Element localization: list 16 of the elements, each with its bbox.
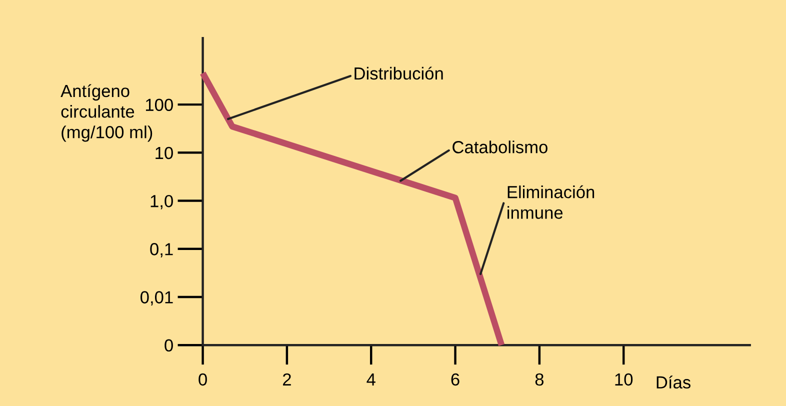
x-tick-label: 10 [615, 373, 633, 386]
y-tick-label: 0,01 [140, 291, 173, 306]
x-tick-label: 2 [282, 373, 291, 386]
x-tick-label: 4 [366, 374, 376, 386]
x-tick-label: 8 [535, 373, 544, 386]
annotation: Catabolismo [452, 140, 548, 154]
annotation: Distribución [354, 66, 443, 80]
x-tick-label: 0 [198, 373, 207, 386]
y-tick-label: 0,1 [150, 243, 173, 258]
annotation: Eliminación inmune [508, 185, 594, 219]
y-tick-label: 1,0 [150, 194, 173, 210]
x-tick-label: 6 [451, 373, 460, 386]
y-tick-label: 10 [156, 146, 173, 160]
x-axis-title: Días [656, 376, 690, 389]
y-tick-label: 0 [164, 339, 173, 352]
y-tick-label: 100 [146, 98, 173, 112]
